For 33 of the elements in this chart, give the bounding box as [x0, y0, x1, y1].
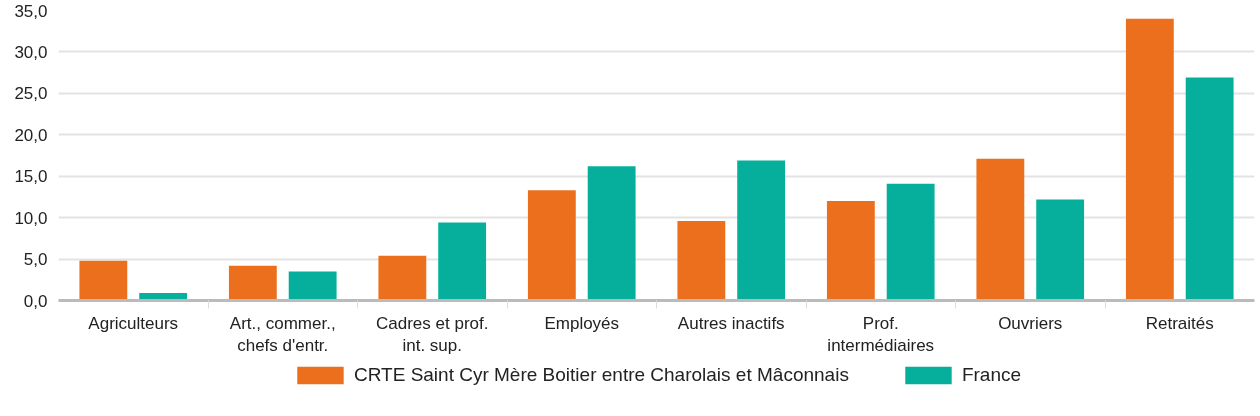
bar	[1036, 199, 1085, 301]
bar	[288, 271, 337, 301]
bar	[886, 183, 935, 301]
x-tick-label: Employés	[544, 313, 620, 333]
y-tick-label: 15,0	[14, 167, 48, 187]
y-tick-label: 20,0	[14, 125, 48, 145]
bar	[737, 160, 786, 301]
bar	[1125, 18, 1174, 301]
x-tick-label: Cadres et prof. int. sup.	[376, 313, 489, 356]
y-tick-label: 25,0	[14, 84, 48, 104]
x-tick-label: Ouvriers	[998, 313, 1063, 333]
x-tick-label: Art., commer., chefs d'entr.	[229, 313, 336, 356]
x-tick-label: Agriculteurs	[88, 313, 179, 333]
y-tick-label: 30,0	[14, 42, 48, 62]
y-tick-label: 5,0	[23, 250, 48, 270]
bar	[79, 260, 128, 301]
bar	[826, 201, 875, 301]
y-tick-label: 35,0	[14, 1, 48, 21]
legend-label: CRTE Saint Cyr Mère Boitier entre Charolais et Mâconnais	[353, 364, 849, 386]
x-tick-label: Retraités	[1145, 313, 1214, 333]
y-tick-label: 0,0	[23, 291, 48, 311]
legend-label: France	[961, 364, 1022, 386]
x-tick-label: Prof. intermédiaires	[827, 313, 935, 356]
y-tick-label: 10,0	[14, 208, 48, 228]
bar	[527, 190, 576, 301]
x-tick-label: Autres inactifs	[677, 313, 785, 333]
bar	[1185, 77, 1234, 301]
bar	[677, 220, 726, 301]
bar	[228, 265, 277, 301]
bar	[587, 166, 636, 301]
bar	[976, 158, 1025, 301]
bar	[438, 222, 487, 301]
bar	[378, 255, 427, 301]
